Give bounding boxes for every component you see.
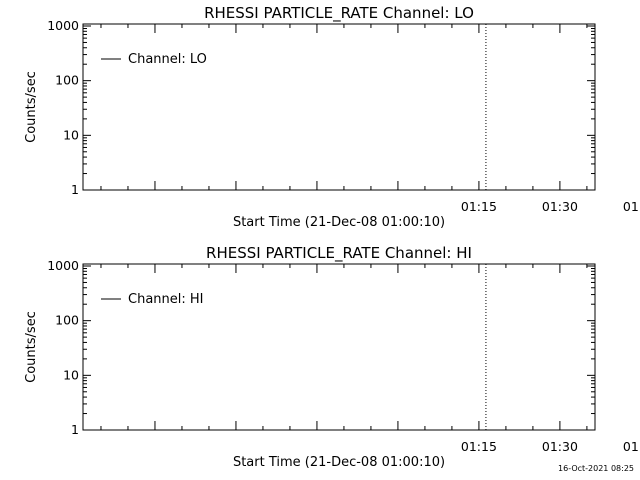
hi-x-axis-label: Start Time (21-Dec-08 01:00:10) — [233, 455, 445, 470]
lo-x-tick-label: 01:15 — [461, 199, 497, 214]
lo-y-tick-label: 100 — [55, 73, 79, 88]
lo-legend-label: Channel: LO — [128, 52, 207, 67]
hi-plot-frame — [82, 263, 596, 431]
hi-x-tick-label: 01:45 — [623, 439, 640, 454]
hi-y-tick-label: 1000 — [47, 258, 79, 273]
hi-x-tick-label: 01:30 — [542, 439, 578, 454]
hi-chart-title: RHESSI PARTICLE_RATE Channel: HI — [206, 244, 472, 263]
hi-legend-label: Channel: HI — [128, 292, 204, 307]
lo-y-tick-label: 1000 — [47, 18, 79, 33]
hi-y-tick-label: 1 — [71, 422, 79, 437]
lo-chart-title: RHESSI PARTICLE_RATE Channel: LO — [204, 4, 474, 23]
hi-y-tick-label: 100 — [55, 313, 79, 328]
lo-plot-frame — [82, 23, 596, 191]
lo-x-tick-label: 01:30 — [542, 199, 578, 214]
lo-y-tick-label: 10 — [63, 127, 79, 142]
lo-y-axis-label: Counts/sec — [24, 71, 39, 143]
lo-x-tick-label: 01:45 — [623, 199, 640, 214]
hi-y-tick-label: 10 — [63, 367, 79, 382]
lo-x-axis-label: Start Time (21-Dec-08 01:00:10) — [233, 215, 445, 230]
hi-x-tick-label: 01:15 — [461, 439, 497, 454]
hi-y-axis-label: Counts/sec — [24, 311, 39, 383]
footer-timestamp: 16-Oct-2021 08:25 — [558, 464, 634, 473]
lo-y-tick-label: 1 — [71, 182, 79, 197]
